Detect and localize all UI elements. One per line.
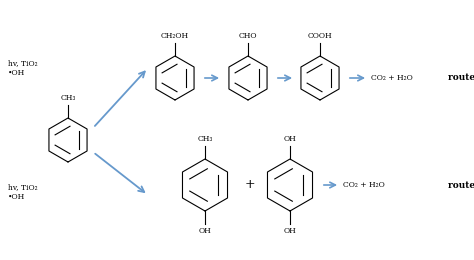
Text: OH: OH bbox=[283, 227, 296, 235]
Text: route A: route A bbox=[448, 74, 474, 82]
Text: CO₂ + H₂O: CO₂ + H₂O bbox=[371, 74, 413, 82]
Text: hv, TiO₂
•OH: hv, TiO₂ •OH bbox=[8, 183, 37, 201]
Text: CH₃: CH₃ bbox=[197, 135, 213, 143]
Text: CH₃: CH₃ bbox=[60, 94, 76, 102]
Text: route B: route B bbox=[448, 180, 474, 190]
Text: OH: OH bbox=[199, 227, 211, 235]
Text: CH₂OH: CH₂OH bbox=[161, 32, 189, 40]
Text: +: + bbox=[245, 179, 255, 192]
Text: OH: OH bbox=[283, 135, 296, 143]
Text: CHO: CHO bbox=[239, 32, 257, 40]
Text: hv, TiO₂
•OH: hv, TiO₂ •OH bbox=[8, 59, 37, 77]
Text: COOH: COOH bbox=[308, 32, 332, 40]
Text: CO₂ + H₂O: CO₂ + H₂O bbox=[343, 181, 385, 189]
